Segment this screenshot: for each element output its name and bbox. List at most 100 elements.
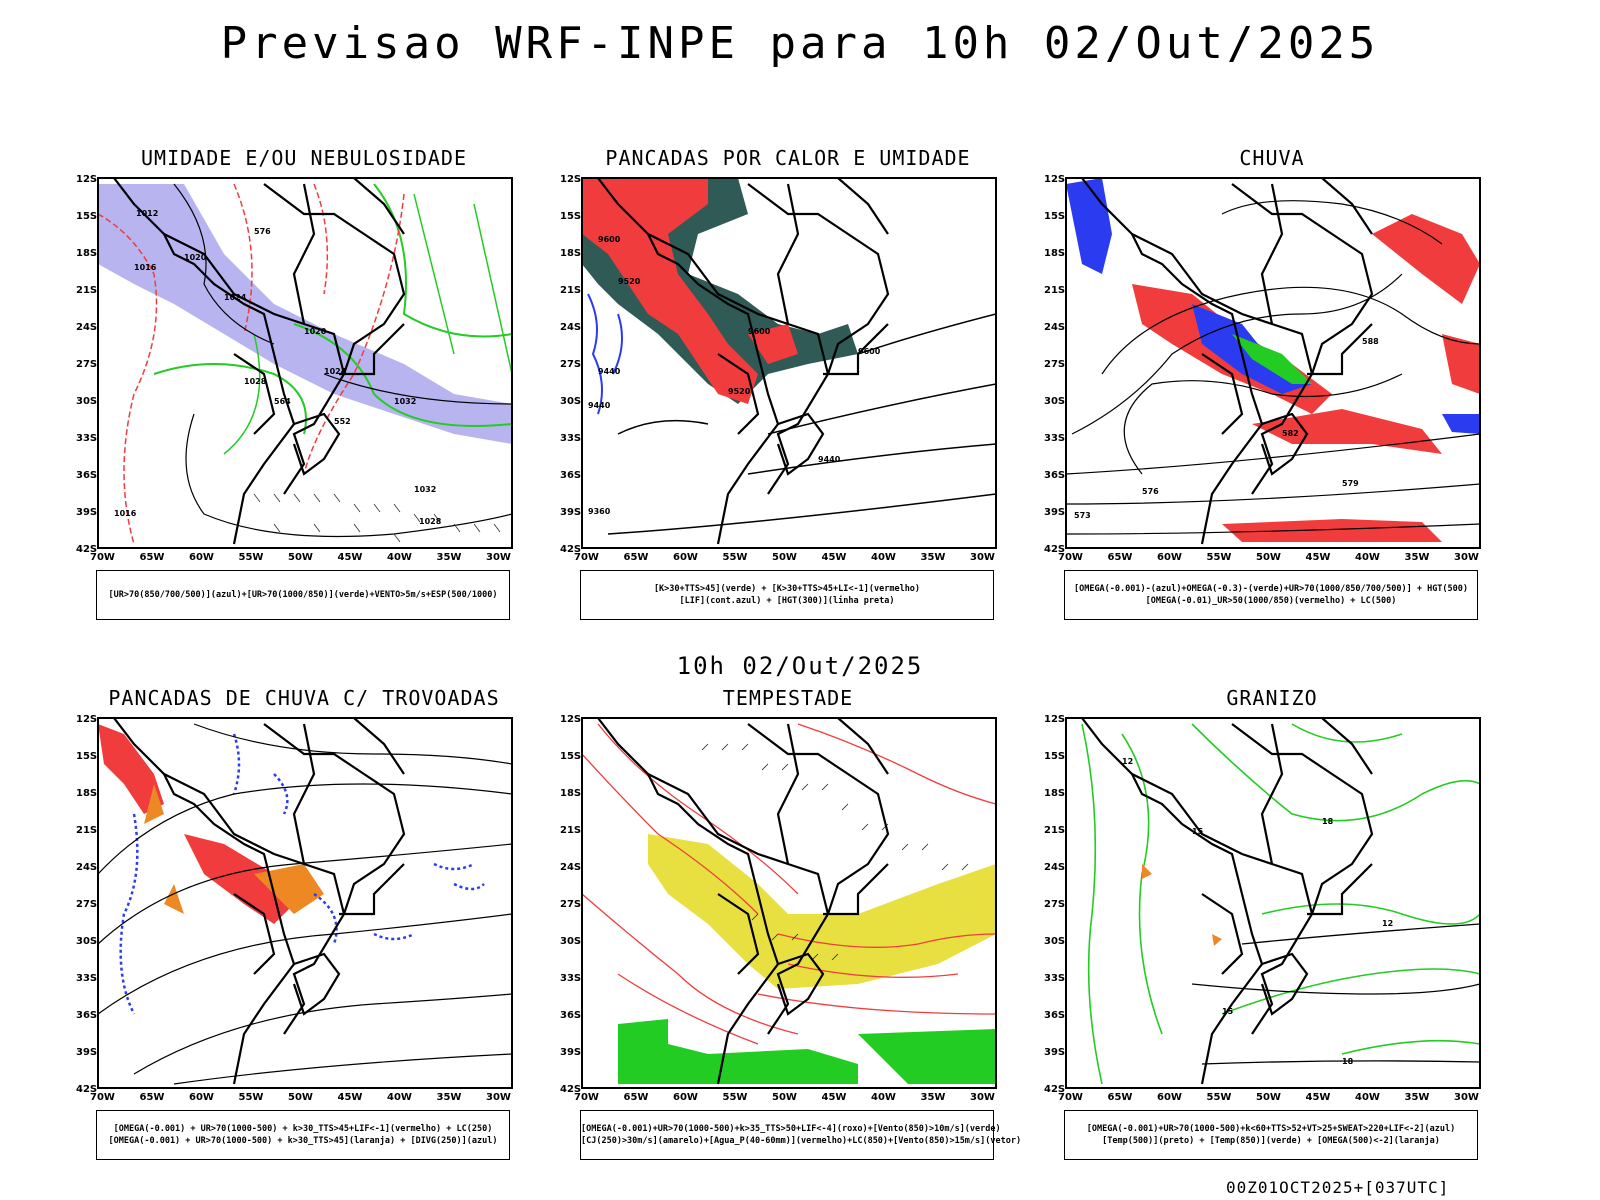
lon-label: 50W <box>288 552 313 563</box>
lat-label: 24S <box>76 862 97 873</box>
red-instability-area <box>748 324 798 364</box>
blue-lif-contour <box>587 293 623 415</box>
lat-label: 39S <box>76 507 97 518</box>
lat-label: 42S <box>76 1084 97 1095</box>
legend-box: [UR>70(850/700/500)](azul)+[UR>70(1000/8… <box>96 570 510 620</box>
contour-label: 576 <box>1142 487 1159 496</box>
lat-label: 36S <box>1044 470 1065 481</box>
lat-label: 18S <box>1044 788 1065 799</box>
lat-label: 27S <box>76 359 97 370</box>
lat-label: 30S <box>560 936 581 947</box>
lat-label: 39S <box>560 1047 581 1058</box>
lon-label: 30W <box>970 552 995 563</box>
lat-label: 21S <box>560 825 581 836</box>
lon-label: 45W <box>1306 1092 1331 1103</box>
lat-label: 18S <box>560 248 581 259</box>
lon-label: 65W <box>1108 552 1133 563</box>
lon-label: 30W <box>1454 1092 1479 1103</box>
country-borders <box>113 178 406 545</box>
lon-label: 45W <box>822 552 847 563</box>
lon-label: 60W <box>189 1092 214 1103</box>
contour-label: 573 <box>1074 511 1091 520</box>
lon-label: 70W <box>574 552 599 563</box>
legend-line: [CJ(250)>30m/s](amarelo)+[Agua_P(40-60mm… <box>581 1136 1022 1146</box>
lon-label: 50W <box>1256 552 1281 563</box>
lon-label: 55W <box>1207 1092 1232 1103</box>
lat-label: 21S <box>76 285 97 296</box>
lon-label: 55W <box>239 1092 264 1103</box>
red-water-contour <box>582 723 996 1045</box>
panel-pancadas-trovoadas: PANCADAS DE CHUVA C/ TROVOADAS 12S 15S 18S… <box>74 686 534 1166</box>
contour-label: 579 <box>1342 479 1359 488</box>
lon-label: 35W <box>921 552 946 563</box>
lat-label: 27S <box>76 899 97 910</box>
contour-label: 9600 <box>858 347 881 356</box>
red-thickness-contour <box>233 183 405 475</box>
streamlines <box>1066 200 1480 535</box>
contour-label: 12 <box>1382 919 1393 928</box>
lat-label: 33S <box>560 433 581 444</box>
lon-label: 30W <box>970 1092 995 1103</box>
legend-box: [OMEGA(-0.001)+UR>70(1000-500)+k<60+TTS>… <box>1064 1110 1478 1160</box>
lavender-humidity-area <box>98 184 512 444</box>
lat-label: 42S <box>76 544 97 555</box>
contour-label: 1032 <box>414 485 436 494</box>
contour-label: 12 <box>1122 757 1133 766</box>
contour-label: 1032 <box>394 397 416 406</box>
lon-label: 60W <box>189 552 214 563</box>
yellow-jet-area <box>648 834 996 989</box>
legend-line: [UR>70(850/700/500)](azul)+[UR>70(1000/8… <box>108 590 498 600</box>
map-frame <box>581 177 997 549</box>
wind-vectors <box>701 743 969 961</box>
lon-label: 50W <box>772 1092 797 1103</box>
lon-label: 55W <box>239 552 264 563</box>
map-frame <box>97 177 513 549</box>
lon-label: 40W <box>871 1092 896 1103</box>
lon-label: 65W <box>624 552 649 563</box>
contour-label: 9600 <box>598 235 621 244</box>
lat-label: 24S <box>1044 322 1065 333</box>
lat-label: 15S <box>560 751 581 762</box>
lon-label: 65W <box>1108 1092 1133 1103</box>
lon-axis-labels: 70W 65W 60W 55W 50W 45W 40W 35W 30W <box>1058 1092 1479 1103</box>
lon-label: 50W <box>772 552 797 563</box>
legend-line: [K>30+TTS>45](verde) + [K>30+TTS>45+LI<-… <box>653 584 921 594</box>
lat-label: 15S <box>1044 211 1065 222</box>
lon-label: 35W <box>921 1092 946 1103</box>
lat-label: 30S <box>560 396 581 407</box>
panel-title: PANCADAS DE CHUVA C/ TROVOADAS <box>108 686 500 710</box>
lat-label: 12S <box>560 714 581 725</box>
legend-line: [LIF](cont.azul) + [HGT(300)](linha pret… <box>679 596 895 606</box>
map-granizo: 12S 15S 18S 21S 24S 27S 30S 33S 36S 39S 42S 70W 65W… <box>1044 714 1481 1103</box>
red-storm-area <box>98 724 294 924</box>
lon-label: 55W <box>1207 552 1232 563</box>
contour-label: 1016 <box>134 263 157 272</box>
lat-label: 24S <box>560 322 581 333</box>
panel-title: CHUVA <box>1239 146 1305 170</box>
lat-label: 18S <box>1044 248 1065 259</box>
panel-title: PANCADAS POR CALOR E UMIDADE <box>605 146 971 170</box>
country-borders <box>597 718 890 1085</box>
black-hgt-contour <box>607 313 996 535</box>
panel-pancadas-calor: PANCADAS POR CALOR E UMIDADE 12S 15S 18S 21… <box>558 146 1018 626</box>
lat-axis-labels: 12S 15S 18S 21S 24S 27S 30S 33S 36S 39S 42S <box>1044 714 1065 1095</box>
map-pancadas-calor: 12S 15S 18S 21S 24S 27S 30S 33S 36S 39S 42S 70W 65W… <box>560 174 997 563</box>
contour-label: 576 <box>254 227 271 236</box>
contour-label: 15 <box>1222 1007 1234 1016</box>
wind-vectors <box>253 493 501 543</box>
lat-label: 30S <box>76 936 97 947</box>
green-humidity-contour <box>223 193 512 455</box>
map-frame <box>97 717 513 1089</box>
lon-axis-labels: 70W 65W 60W 55W 50W 45W 40W 35W 30W <box>574 1092 995 1103</box>
contour-label: 9360 <box>588 507 611 516</box>
contour-label: 1020 <box>304 327 327 336</box>
legend-box: [OMEGA(-0.001) + UR>70(1000-500) + k>30_… <box>96 1110 510 1160</box>
lon-label: 60W <box>673 1092 698 1103</box>
lon-label: 65W <box>140 1092 165 1103</box>
lon-label: 40W <box>871 552 896 563</box>
lon-label: 60W <box>673 552 698 563</box>
run-timestamp: 00Z01OCT2025+[037UTC] <box>1226 1178 1450 1197</box>
contour-label: 588 <box>1362 337 1379 346</box>
lon-label: 65W <box>624 1092 649 1103</box>
legend-line: [OMEGA(-0.001) + UR>70(1000-500) + k>30_… <box>108 1136 498 1146</box>
